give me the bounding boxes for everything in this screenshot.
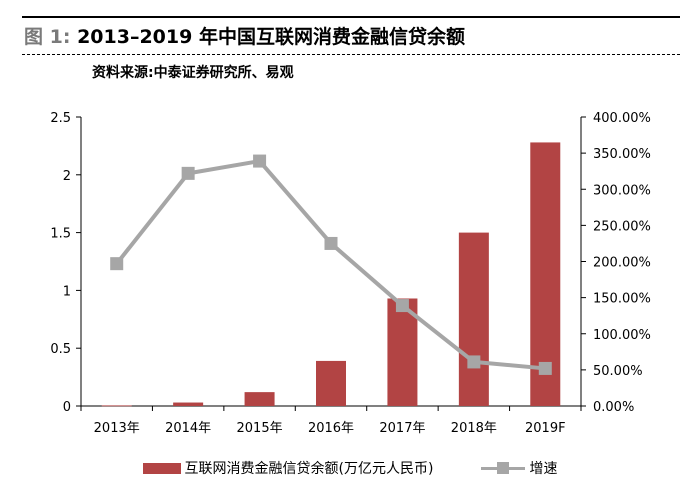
y-right-tick-label: 50.00% <box>593 364 643 379</box>
top-rule <box>22 16 680 18</box>
growth-point <box>324 236 338 250</box>
figure-label: 图 1: <box>24 26 71 48</box>
growth-point <box>181 166 195 180</box>
legend-swatch-line <box>481 462 526 474</box>
growth-point <box>395 299 409 313</box>
bar <box>173 402 204 406</box>
y-left-tick-label: 1.5 <box>50 227 71 242</box>
x-tick-label: 2013年 <box>94 421 140 436</box>
bar <box>244 392 275 406</box>
bar <box>316 360 346 406</box>
growth-point <box>253 154 267 168</box>
y-left-tick-label: 1 <box>63 284 71 299</box>
y-right-tick-label: 400.00% <box>593 111 651 126</box>
y-right-tick-label: 200.00% <box>593 256 651 271</box>
y-right-tick-label: 350.00% <box>593 147 651 162</box>
combo-chart: 0 0.5 1 1.5 2 2.5 0.00% 50.00% 100.00% 150.00% 200… <box>50 111 651 436</box>
bar <box>101 405 132 407</box>
y-left-tick-label: 2.5 <box>50 111 71 126</box>
x-tick-label: 2018年 <box>451 421 497 436</box>
legend-item-growth: 增速 <box>481 458 557 478</box>
figure-title: 图 1: 2013–2019 年中国互联网消费金融信贷余额 <box>24 22 465 49</box>
growth-point <box>467 355 481 369</box>
growth-point <box>110 257 124 271</box>
dashed-rule <box>22 54 680 55</box>
figure-title-text: 2013–2019 年中国互联网消费金融信贷余额 <box>77 26 465 48</box>
x-tick-label: 2016年 <box>308 421 354 436</box>
x-tick-label: 2017年 <box>379 421 425 436</box>
source-note: 资料来源:中泰证券研究所、易观 <box>92 65 294 81</box>
legend-label-balance: 互联网消费金融信贷余额(万亿元人民币) <box>184 461 434 477</box>
y-left-tick-label: 2 <box>63 169 71 184</box>
y-right-tick-label: 0.00% <box>593 400 634 415</box>
legend-swatch-bar <box>142 462 181 474</box>
y-left-tick-label: 0.5 <box>50 342 71 357</box>
y-right-tick-label: 300.00% <box>593 183 651 198</box>
legend-label-growth: 增速 <box>529 461 558 477</box>
legend-item-balance: 互联网消费金融信贷余额(万亿元人民币) <box>142 458 434 478</box>
y-right-tick-label: 150.00% <box>593 292 651 307</box>
y-left-tick-label: 0 <box>63 400 71 415</box>
bar <box>387 298 418 406</box>
x-tick-label: 2015年 <box>237 421 283 436</box>
bar <box>458 232 489 406</box>
y-right-tick-label: 250.00% <box>593 219 651 234</box>
growth-point <box>538 361 552 375</box>
x-tick-label: 2014年 <box>165 421 211 436</box>
legend: 互联网消费金融信贷余额(万亿元人民币) 增速 <box>0 458 700 478</box>
x-tick-label: 2019F <box>525 421 566 436</box>
y-right-tick-label: 100.00% <box>593 328 651 343</box>
